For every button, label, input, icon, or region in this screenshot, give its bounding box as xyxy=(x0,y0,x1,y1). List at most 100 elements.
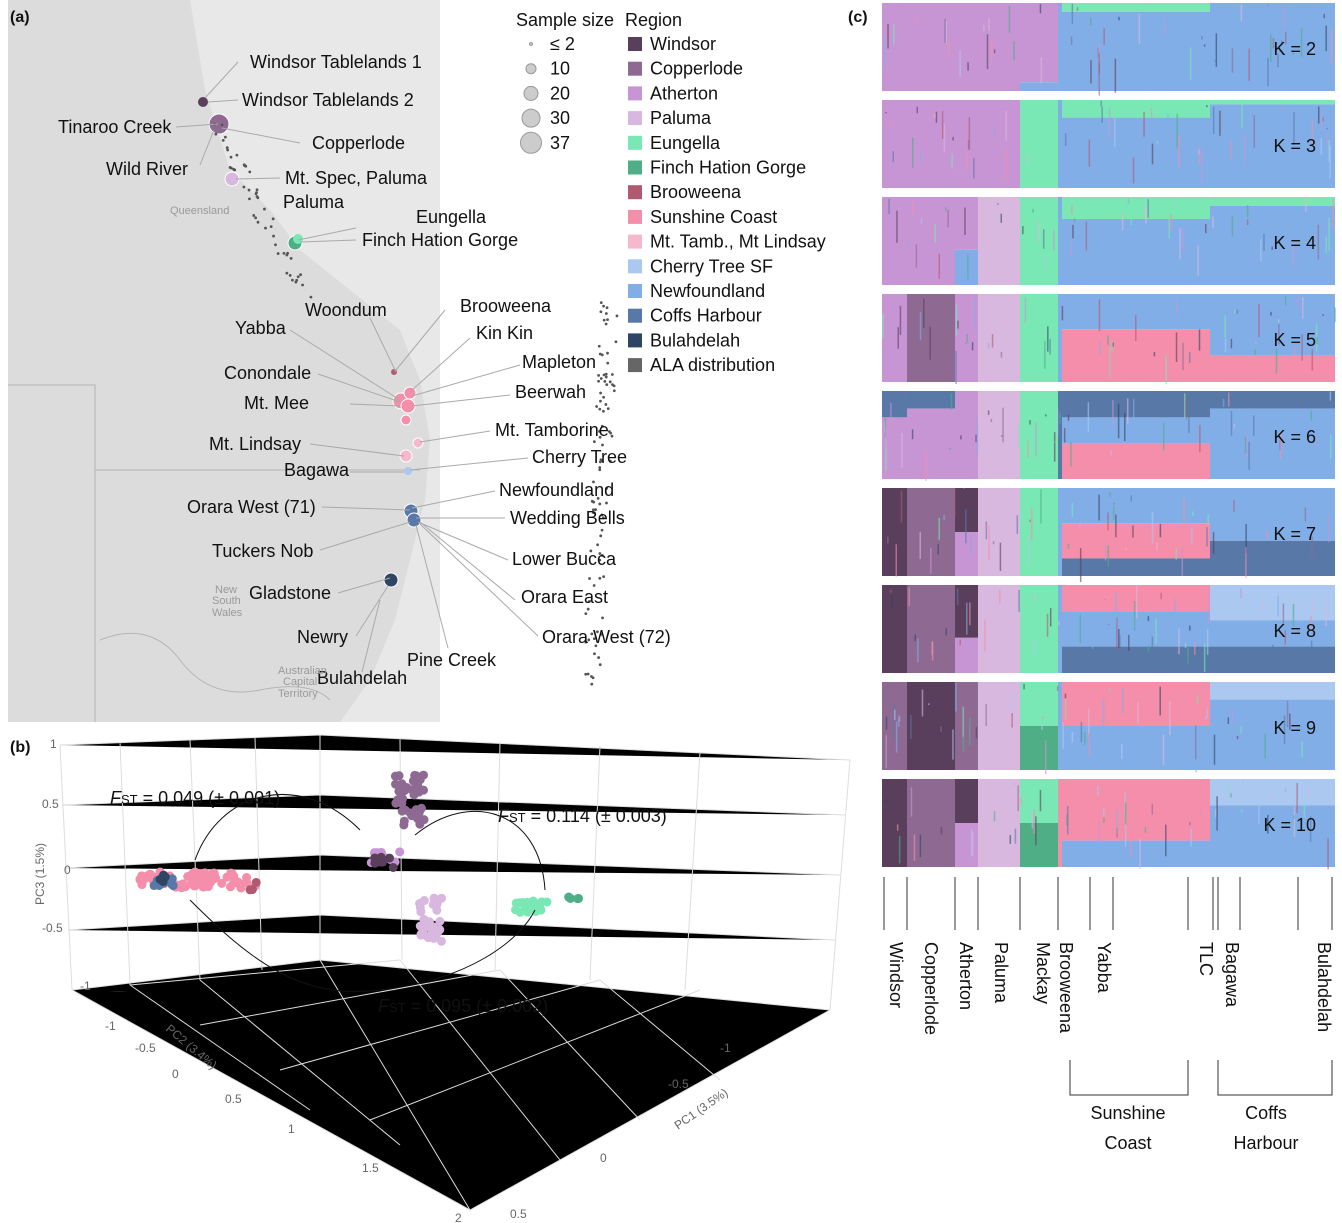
ancestry-stripe xyxy=(1138,14,1141,44)
site-label: Newry xyxy=(297,627,348,647)
ancestry-stripe xyxy=(966,334,969,343)
ala-dot xyxy=(233,168,237,172)
region-swatch xyxy=(628,259,642,274)
ancestry-block xyxy=(1210,540,1335,576)
ancestry-stripe xyxy=(885,111,887,114)
panel-label: (b) xyxy=(10,739,30,756)
pca-point xyxy=(411,771,421,781)
ala-dot xyxy=(598,468,602,472)
ancestry-stripe xyxy=(890,120,893,127)
ala-dot xyxy=(602,373,606,377)
ancestry-stripe xyxy=(1317,106,1320,124)
ancestry-stripe xyxy=(901,433,903,469)
panel-label: (c) xyxy=(848,9,868,26)
ancestry-stripe xyxy=(1107,545,1110,567)
ancestry-stripe xyxy=(1281,107,1283,112)
ancestry-stripe xyxy=(1031,810,1034,829)
ancestry-stripe xyxy=(1331,29,1333,63)
ala-dot xyxy=(596,496,600,500)
ancestry-stripe xyxy=(985,521,988,540)
ala-dot xyxy=(598,435,602,439)
ancestry-stripe xyxy=(1189,625,1191,631)
ancestry-stripe xyxy=(1214,60,1216,62)
ancestry-stripe xyxy=(923,298,925,329)
ancestry-stripe xyxy=(1120,743,1123,759)
ala-dot xyxy=(603,380,607,383)
ancestry-stripe xyxy=(1278,323,1280,345)
ancestry-stripe xyxy=(990,418,993,423)
ancestry-stripe xyxy=(964,207,966,235)
group-label: Sunshine xyxy=(1090,1103,1165,1123)
ala-dot xyxy=(608,459,612,463)
ala-dot xyxy=(601,616,604,620)
site-label: Tuckers Nob xyxy=(212,541,313,561)
ancestry-stripe xyxy=(910,715,912,740)
ancestry-stripe xyxy=(1064,698,1067,720)
ancestry-stripe xyxy=(1144,827,1147,833)
pca-point xyxy=(431,900,441,910)
ancestry-block xyxy=(1062,726,1210,770)
ancestry-stripe xyxy=(1183,498,1185,527)
ancestry-stripe xyxy=(1293,146,1296,152)
ala-dot xyxy=(264,226,267,230)
ancestry-stripe xyxy=(1212,532,1215,554)
ancestry-stripe xyxy=(1313,592,1315,598)
legend-label: 30 xyxy=(550,108,570,128)
ancestry-stripe xyxy=(1005,111,1007,141)
ancestry-block xyxy=(1210,585,1335,621)
ancestry-stripe xyxy=(940,827,943,835)
ancestry-block xyxy=(1210,100,1335,105)
pc2-tick: 1.5 xyxy=(362,1161,379,1175)
ancestry-stripe xyxy=(1049,608,1052,627)
region-swatch xyxy=(628,37,642,51)
ancestry-stripe xyxy=(1080,520,1083,527)
pc2-tick: 0.5 xyxy=(225,1092,242,1106)
ancestry-stripe xyxy=(945,628,947,636)
ancestry-stripe xyxy=(1159,523,1162,538)
ancestry-stripe xyxy=(1176,299,1178,316)
ancestry-stripe xyxy=(975,726,978,739)
land xyxy=(8,0,430,722)
ancestry-stripe xyxy=(1063,428,1066,443)
ancestry-stripe xyxy=(1302,297,1304,319)
pca-point xyxy=(399,816,409,826)
site-label: Bulahdelah xyxy=(317,668,407,688)
ala-dot xyxy=(602,318,606,322)
ancestry-stripe xyxy=(1246,205,1249,218)
ancestry-stripe xyxy=(907,241,910,246)
ancestry-stripe xyxy=(1187,645,1189,665)
ancestry-stripe xyxy=(1205,223,1207,234)
ancestry-stripe xyxy=(1071,204,1073,215)
ancestry-stripe xyxy=(1303,802,1306,819)
ancestry-stripe xyxy=(1233,423,1236,429)
ancestry-stripe xyxy=(1111,340,1113,352)
site-label: Wild River xyxy=(106,159,188,179)
ala-dot xyxy=(584,640,588,644)
ancestry-block xyxy=(1210,3,1335,91)
pca-point xyxy=(416,907,426,917)
ancestry-block xyxy=(1058,391,1062,479)
group-bracket xyxy=(1069,1060,1333,1096)
ala-dot xyxy=(591,676,595,680)
ancestry-stripe xyxy=(1224,315,1226,338)
ala-dot xyxy=(594,644,598,648)
ancestry-stripe xyxy=(945,21,948,44)
ala-dot xyxy=(606,361,610,365)
ancestry-stripe xyxy=(1088,139,1091,167)
ancestry-stripe xyxy=(1070,36,1073,46)
ancestry-stripe xyxy=(1227,717,1230,724)
ancestry-stripe xyxy=(1153,391,1156,398)
fst-value: = 0.049 (± 0.001) xyxy=(138,788,280,808)
pc1-tick: -1 xyxy=(720,1041,731,1055)
ala-dot xyxy=(600,459,603,463)
ancestry-stripe xyxy=(890,402,892,421)
ancestry-stripe xyxy=(1281,40,1283,46)
pca-point xyxy=(525,901,535,911)
ancestry-block xyxy=(1062,391,1210,418)
ancestry-stripe xyxy=(1304,507,1307,522)
ancestry-block xyxy=(978,391,1020,479)
ancestry-block xyxy=(1062,558,1210,576)
k-label: K = 3 xyxy=(1273,136,1316,156)
legend-label: Atherton xyxy=(650,83,718,103)
fst-value: = 0.095 (± 0.002) xyxy=(406,996,548,1016)
